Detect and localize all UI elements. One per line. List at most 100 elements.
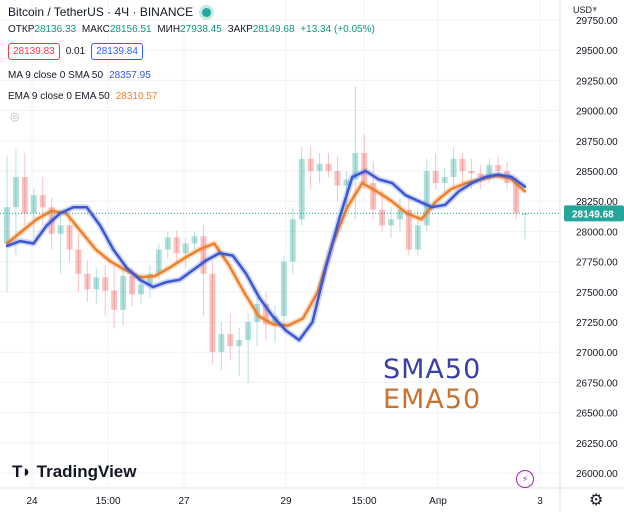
candle-body (200, 236, 207, 274)
price-tick-label: 28750.00 (576, 137, 618, 148)
indicator-sma-label: MA 9 close 0 SMA 50 (8, 70, 104, 81)
candle-body (343, 179, 350, 186)
candle-body (459, 158, 466, 171)
time-tick-label: 3 (537, 496, 543, 507)
buy-price-button[interactable]: 28139.84 (91, 43, 143, 60)
tradingview-mark-icon: T◗ (12, 462, 32, 481)
time-tick-label: 29 (280, 496, 292, 507)
candle-body (334, 171, 341, 186)
candle-body (245, 322, 252, 341)
candle-body (388, 219, 395, 226)
ohlc-open-label: ОТКР (8, 24, 35, 35)
candle-body (298, 158, 305, 220)
candle-body (93, 277, 100, 290)
candle-body (477, 173, 484, 178)
price-tick-label: 29750.00 (576, 16, 618, 27)
candle-body (173, 237, 180, 254)
price-tick-label: 27750.00 (576, 258, 618, 269)
price-tick-label: 27000.00 (576, 348, 618, 359)
candle-body (495, 164, 502, 171)
candle-body (209, 273, 216, 353)
price-tick-label: 27500.00 (576, 288, 618, 299)
time-tick-label: 15:00 (95, 496, 120, 507)
time-tick-label: 24 (26, 496, 38, 507)
candle-body (522, 213, 528, 215)
candle-body (441, 177, 448, 184)
price-tick-label: 26750.00 (576, 378, 618, 389)
ohlc-line: ОТКР28136.33 МАКС28156.51 МИН27938.45 ЗА… (8, 24, 378, 35)
tradingview-logo[interactable]: T◗ TradingView (12, 462, 136, 482)
spread-value: 0.01 (65, 46, 86, 57)
ohlc-high-label: МАКС (81, 24, 110, 35)
candle-body (84, 273, 91, 290)
candle-body (39, 195, 46, 208)
candle-body (450, 158, 457, 178)
candle-body (236, 340, 243, 347)
price-tick-label: 28250.00 (576, 197, 618, 208)
eye-icon[interactable]: ◎ (10, 111, 20, 123)
ohlc-close-label: ЗАКР (227, 24, 253, 35)
candle-body (379, 209, 386, 226)
candle-body (102, 277, 109, 291)
candle-body (325, 163, 332, 171)
price-tick-label: 29000.00 (576, 107, 618, 118)
candle-body (316, 163, 323, 171)
candle-body (280, 261, 287, 316)
candle-body (4, 207, 10, 244)
price-tick-label: 29500.00 (576, 46, 618, 57)
candle-body (352, 152, 359, 180)
candle-body (486, 164, 493, 178)
indicator-ema-value: 28310.57 (115, 91, 158, 102)
candle-body (468, 171, 475, 174)
candle-body (137, 284, 144, 295)
candle-body (361, 152, 368, 184)
trade-prices: 28139.83 0.01 28139.84 (8, 43, 143, 60)
candle-body (146, 273, 153, 285)
sma50-line (5, 169, 527, 342)
price-tick-label: 27250.00 (576, 318, 618, 329)
price-tick-label: 26250.00 (576, 439, 618, 450)
price-tick-label: 29250.00 (576, 76, 618, 87)
candle-body (155, 249, 162, 274)
candle-body (21, 177, 28, 214)
candle-body (218, 334, 225, 353)
currency-selector[interactable]: USD (572, 5, 592, 15)
candle-body (66, 225, 73, 250)
chevron-down-icon[interactable]: ▾ (592, 4, 597, 14)
ohlc-high-value: 28156.51 (109, 24, 152, 35)
candle-body (513, 183, 520, 214)
ohlc-low-label: МИН (157, 24, 181, 35)
candle-body (370, 183, 377, 210)
symbol-title[interactable]: Bitcoin / TetherUS · 4Ч · BINANCE (8, 5, 194, 19)
candle-body (164, 237, 171, 250)
candle-body (289, 219, 296, 262)
price-tick-label: 28000.00 (576, 227, 618, 238)
candle-body (396, 209, 403, 220)
candle-body (432, 171, 439, 184)
ohlc-close-value: 28149.68 (252, 24, 295, 35)
indicator-ema-legend[interactable]: EMA 9 close 0 EMA 50 28310.57 (8, 91, 157, 102)
candle-body (57, 225, 64, 234)
candle-body (12, 177, 19, 208)
candle-body (182, 243, 189, 254)
gear-icon[interactable]: ⚙ (589, 492, 604, 509)
candle-body (75, 249, 82, 274)
candle-body (414, 225, 421, 250)
lightning-icon[interactable]: ⚡ (516, 470, 534, 488)
market-open-indicator (202, 7, 212, 17)
last-price-label: 28149.68 (572, 209, 614, 220)
candle-body (405, 209, 412, 250)
time-tick-label: Апр (429, 496, 447, 507)
candle-body (111, 290, 118, 310)
ema50-line (5, 174, 527, 327)
indicator-sma-value: 28357.95 (109, 70, 151, 81)
indicator-sma-legend[interactable]: MA 9 close 0 SMA 50 28357.95 (8, 70, 151, 81)
tradingview-logo-text: TradingView (36, 462, 137, 481)
chart-header: Bitcoin / TetherUS · 4Ч · BINANCE (8, 5, 212, 19)
ohlc-change-value: +13.34 (+0.05%) (300, 24, 375, 35)
price-tick-label: 28500.00 (576, 167, 618, 178)
price-tick-label: 26000.00 (576, 469, 618, 480)
sell-price-button[interactable]: 28139.83 (8, 43, 60, 60)
price-tick-label: 26500.00 (576, 409, 618, 420)
